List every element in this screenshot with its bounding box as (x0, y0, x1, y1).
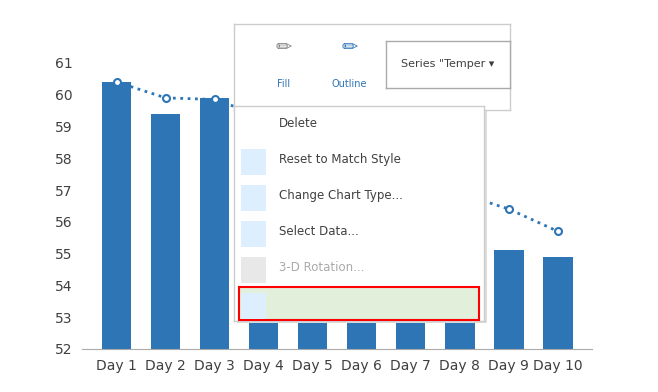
Text: Select Data...: Select Data... (278, 225, 359, 238)
FancyBboxPatch shape (241, 185, 266, 211)
Text: 3-D Rotation...: 3-D Rotation... (278, 261, 364, 274)
Bar (102, 82, 132, 392)
FancyBboxPatch shape (241, 149, 266, 175)
Text: ✏: ✏ (342, 38, 358, 57)
FancyBboxPatch shape (239, 287, 478, 320)
Text: Outline: Outline (332, 79, 367, 89)
Bar (543, 257, 572, 392)
Bar (494, 250, 524, 392)
Text: Format Trendline...: Format Trendline... (278, 297, 390, 310)
Text: Delete: Delete (278, 117, 318, 130)
Bar (445, 196, 474, 392)
Text: Fill: Fill (277, 79, 290, 89)
Text: Series "Temper ▾: Series "Temper ▾ (401, 60, 494, 69)
Bar (151, 114, 180, 392)
Title: Temperature: Temperature (280, 25, 395, 43)
Bar (249, 152, 278, 392)
Text: ✏: ✏ (275, 38, 291, 57)
Text: Reset to Match Style: Reset to Match Style (278, 153, 401, 166)
FancyBboxPatch shape (241, 293, 266, 319)
Bar (200, 98, 230, 392)
Bar (298, 152, 328, 392)
FancyBboxPatch shape (241, 221, 266, 247)
Bar (396, 152, 426, 392)
Text: Change Chart Type...: Change Chart Type... (278, 189, 403, 202)
FancyBboxPatch shape (241, 257, 266, 283)
Bar (347, 152, 376, 392)
